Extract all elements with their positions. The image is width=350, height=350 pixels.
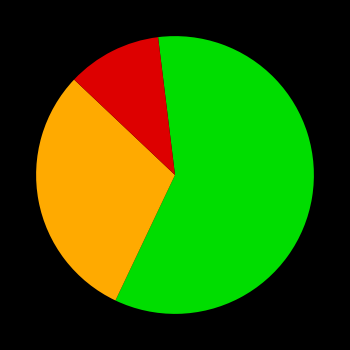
Wedge shape	[116, 36, 314, 314]
Wedge shape	[74, 37, 175, 175]
Wedge shape	[36, 79, 175, 300]
